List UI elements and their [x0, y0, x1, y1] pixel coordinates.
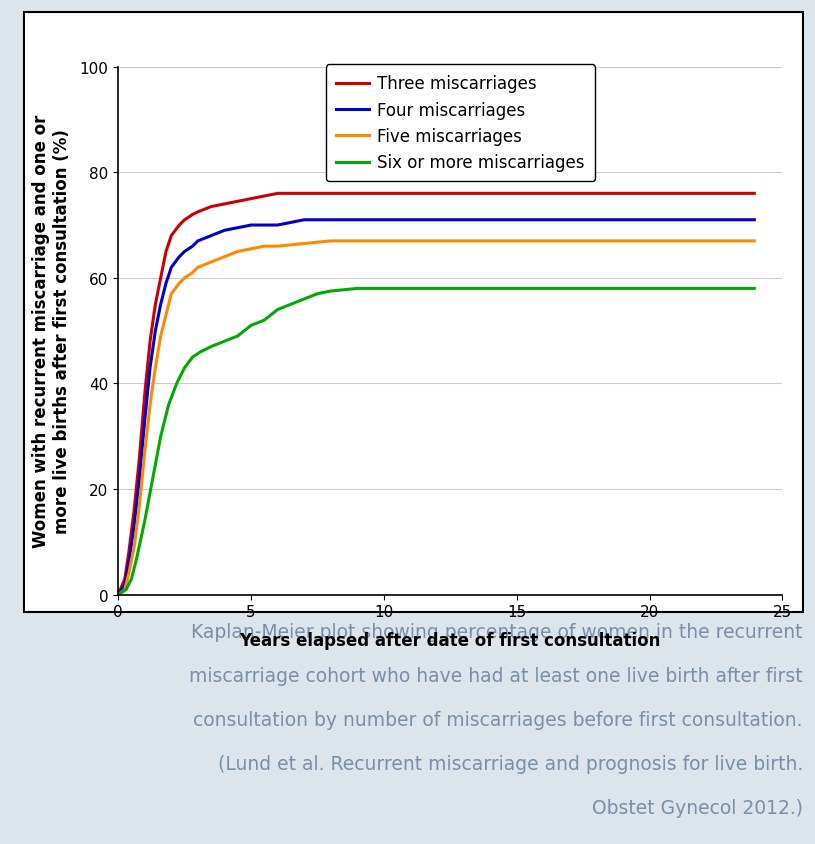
Legend: Three miscarriages, Four miscarriages, Five miscarriages, Six or more miscarriag: Three miscarriages, Four miscarriages, F…	[326, 65, 595, 182]
Text: Obstet Gynecol 2012.): Obstet Gynecol 2012.)	[592, 798, 803, 817]
Text: consultation by number of miscarriages before first consultation.: consultation by number of miscarriages b…	[193, 711, 803, 729]
Text: miscarriage cohort who have had at least one live birth after first: miscarriage cohort who have had at least…	[189, 667, 803, 685]
X-axis label: Years elapsed after date of first consultation: Years elapsed after date of first consul…	[240, 630, 661, 649]
Y-axis label: Women with recurrent miscarriage and one or
more live births after first consult: Women with recurrent miscarriage and one…	[33, 115, 71, 548]
Text: Kaplan-Meier plot showing percentage of women in the recurrent: Kaplan-Meier plot showing percentage of …	[192, 623, 803, 641]
Text: (Lund et al. Recurrent miscarriage and prognosis for live birth.: (Lund et al. Recurrent miscarriage and p…	[218, 755, 803, 773]
